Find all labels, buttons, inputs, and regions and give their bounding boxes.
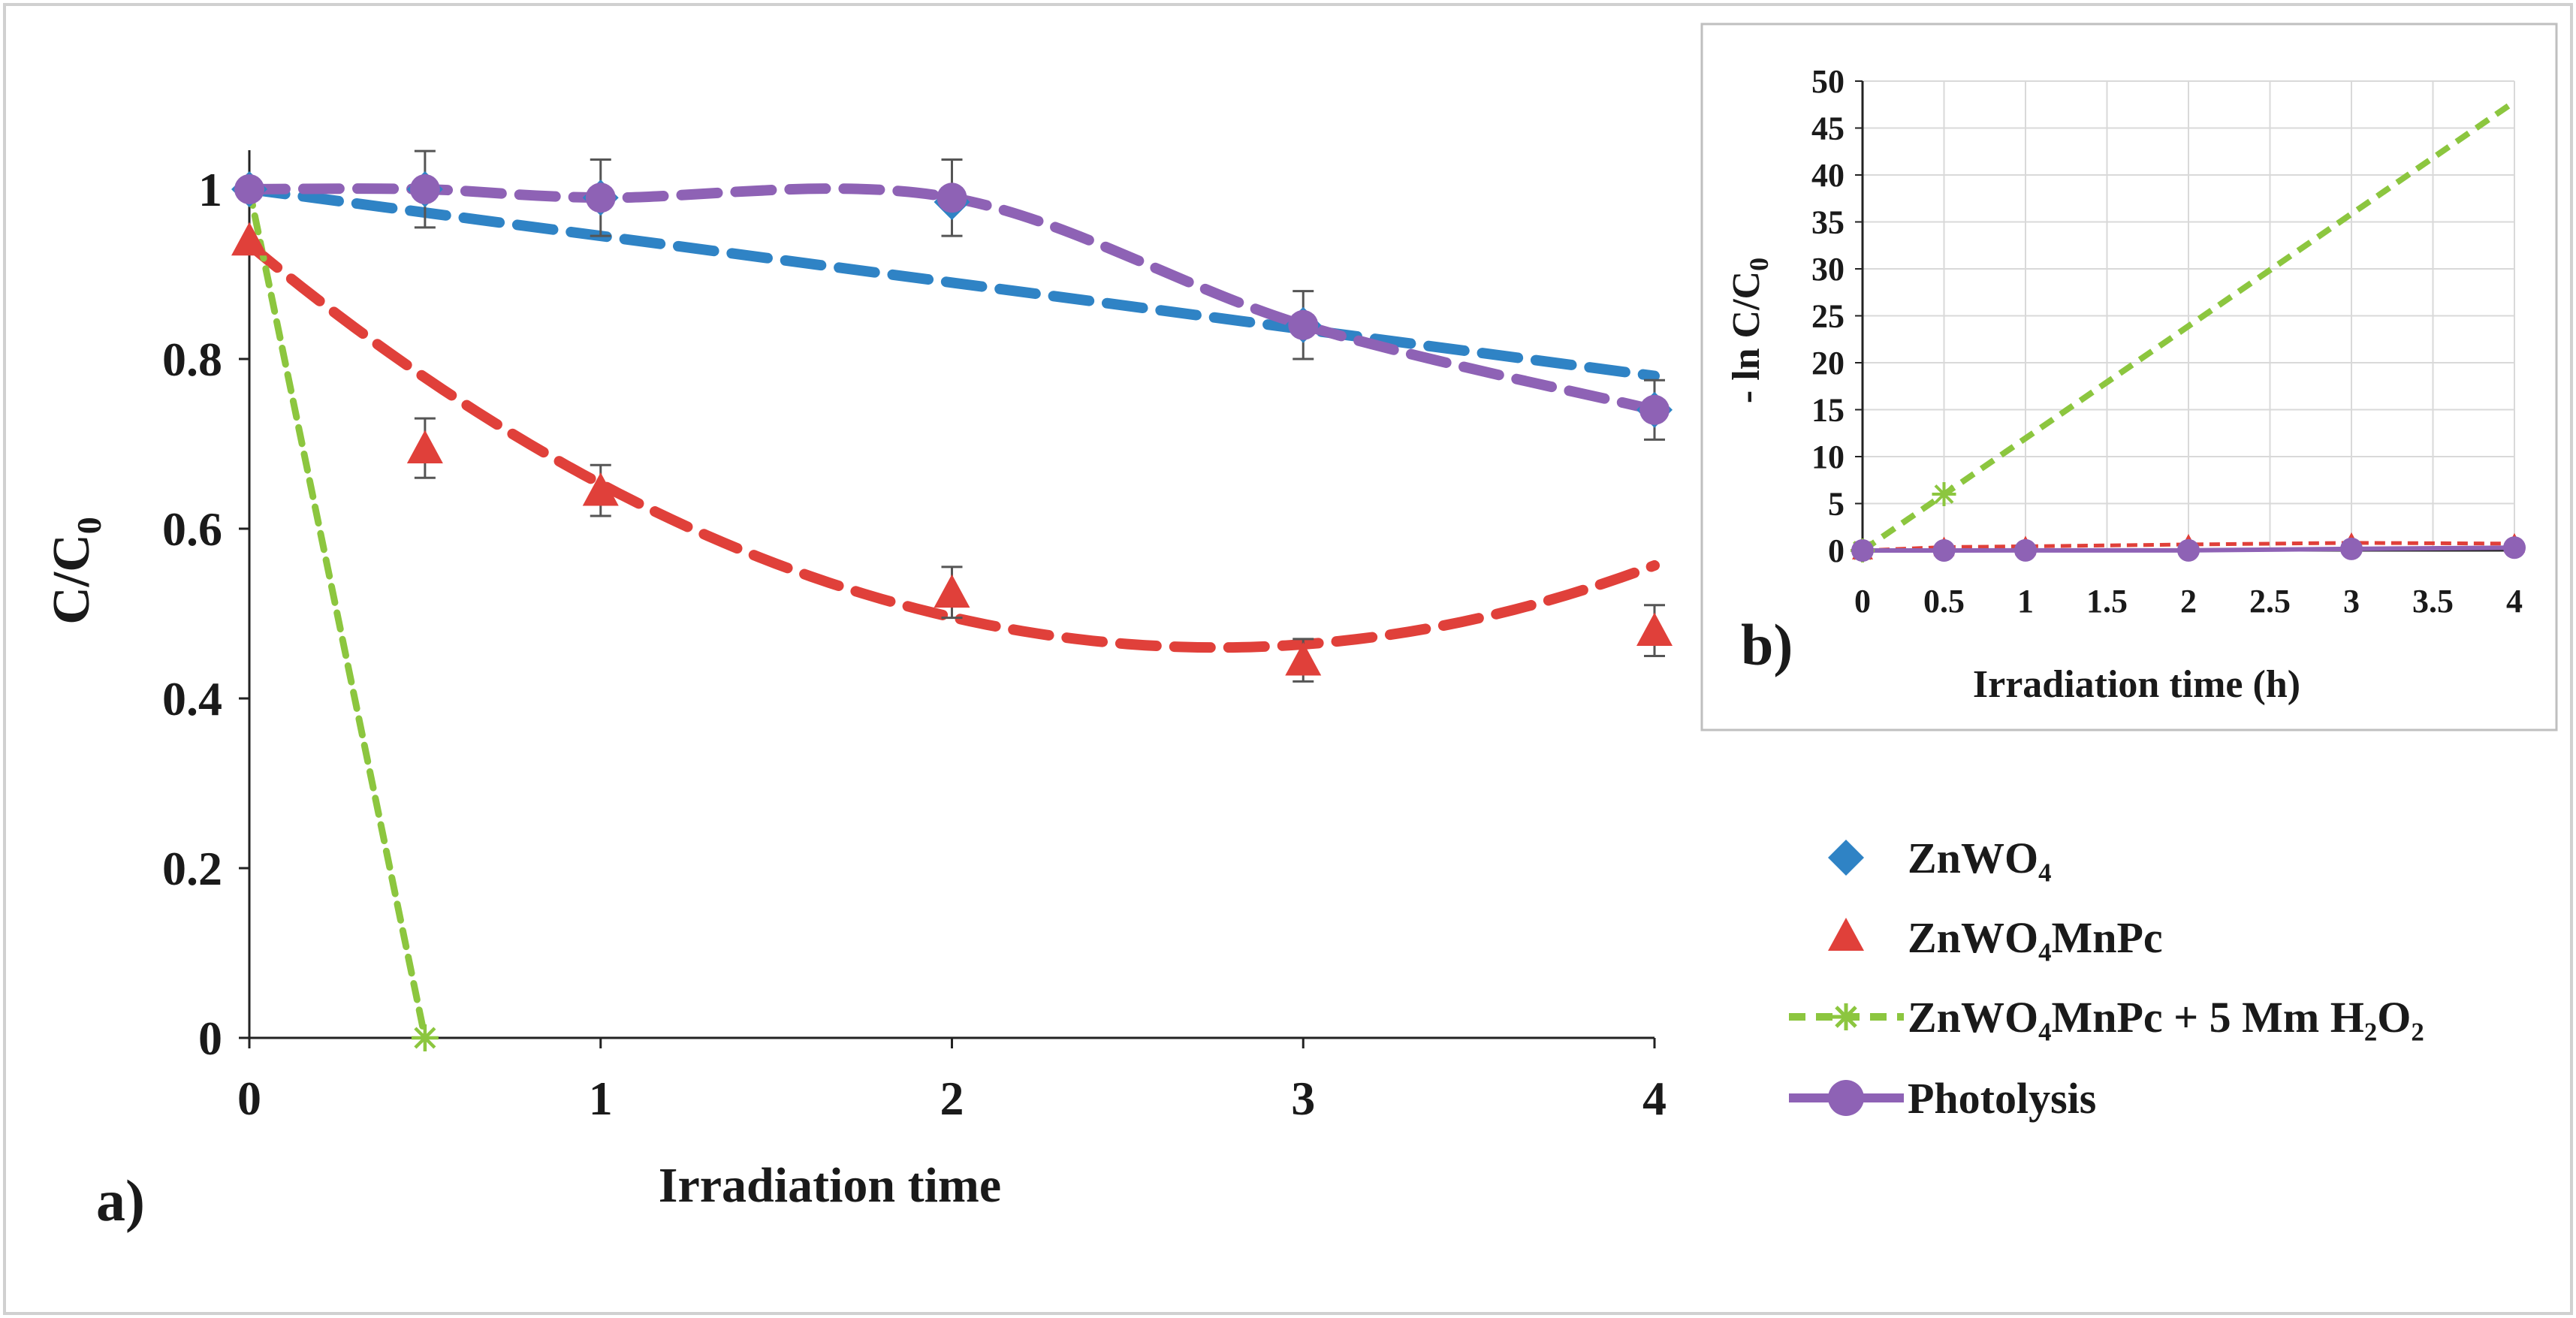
data-point-photolysis bbox=[1288, 309, 1319, 340]
trendline-znwo4 bbox=[244, 184, 1660, 382]
legend-label-photolysis: Photolysis bbox=[1908, 1074, 2096, 1123]
data-point-znwo4mnpc bbox=[934, 574, 970, 608]
data-point-photolysis bbox=[937, 182, 967, 213]
panel-b-frame bbox=[1700, 23, 2558, 731]
legend-swatch-znwo4 bbox=[1828, 840, 1864, 876]
panel-a-y-tick-label: 0.8 bbox=[162, 333, 222, 386]
panel-b-y-tick-label: 25 bbox=[1811, 298, 1845, 335]
data-point-photolysis bbox=[409, 174, 440, 204]
data-point-znwo4mnpc bbox=[1285, 642, 1322, 676]
trendline-h2o2 bbox=[246, 185, 429, 1042]
panel-b-data-point-photolysis bbox=[2014, 538, 2037, 562]
panel-b-data-point-photolysis bbox=[2177, 538, 2200, 562]
trendline-znwo4mnpc bbox=[244, 239, 1660, 653]
panel-b-y-tick-label: 50 bbox=[1811, 63, 1845, 100]
panel-a-y-tick-label: 0.2 bbox=[162, 842, 222, 895]
panel-b-line-photolysis bbox=[1863, 545, 2515, 553]
panel-b-series-lines bbox=[1860, 99, 2517, 553]
legend-label-znwo4mnpc: ZnWO₄MnPc bbox=[1908, 913, 2163, 962]
panel-b-x-tick-label: 1.5 bbox=[2086, 583, 2128, 620]
panel-a-x-tick-label: 4 bbox=[1642, 1072, 1667, 1125]
panel-a-tag: a) bbox=[96, 1168, 145, 1233]
panel-a-y-tick-label: 0.4 bbox=[162, 672, 222, 725]
panel-b-x-tick-label: 2 bbox=[2180, 583, 2197, 620]
panel-b-data-point-photolysis bbox=[1851, 539, 1874, 562]
panel-b-x-tick-label: 4 bbox=[2506, 583, 2523, 620]
panel-b-data-point-photolysis bbox=[2340, 537, 2363, 560]
panel-b-trendline-h2o2 bbox=[1860, 99, 2517, 553]
panel-a-x-axis-label: Irradiation time bbox=[659, 1158, 1001, 1213]
panel-b-x-tick-label: 3.5 bbox=[2412, 583, 2454, 620]
panel-a-y-axis-label: C/C0 bbox=[43, 517, 108, 625]
panel-b-x-tick-label: 1 bbox=[2017, 583, 2034, 620]
panel-b-data-point-photolysis bbox=[2503, 536, 2526, 559]
panel-b-data-point-h2o2 bbox=[1932, 482, 1956, 506]
panel-b-y-tick-label: 10 bbox=[1811, 439, 1845, 475]
panel-b-line-znwo4mnpc bbox=[1862, 541, 2515, 553]
panel-b-x-tick-label: 0 bbox=[1854, 583, 1871, 620]
panel-b-ticks: 0 5 10 15 20 25 30 35 40 45 50 0 0.5 1 1.5 2 2.5 3 3.5 4 bbox=[1811, 63, 2523, 620]
legend-label-h2o2: ZnWO₄MnPc + 5 Mm H₂O₂ bbox=[1908, 993, 2424, 1042]
legend-swatch-h2o2 bbox=[1832, 1003, 1860, 1030]
legend: ZnWO₄ ZnWO₄MnPc ZnWO₄MnPc + 5 Mm H₂O₂ Ph… bbox=[1789, 834, 2424, 1123]
panel-a-x-tick-label: 0 bbox=[237, 1072, 261, 1125]
legend-item-h2o2: ZnWO₄MnPc + 5 Mm H₂O₂ bbox=[1789, 993, 2424, 1042]
data-point-znwo4mnpc bbox=[406, 430, 443, 464]
panel-b-x-tick-label: 3 bbox=[2343, 583, 2360, 620]
data-point-photolysis bbox=[1639, 394, 1670, 425]
data-point-photolysis bbox=[234, 174, 264, 204]
panel-b-x-tick-label: 0.5 bbox=[1923, 583, 1965, 620]
panel-b-y-axis-label-main: - ln C/C bbox=[1725, 271, 1768, 403]
panel-b-y-axis-label: - ln C/C0 bbox=[1725, 258, 1774, 403]
data-point-znwo4mnpc bbox=[231, 222, 267, 256]
panel-b-y-tick-label: 45 bbox=[1811, 110, 1845, 147]
panel-b-y-tick-label: 30 bbox=[1811, 251, 1845, 288]
svg-text:- ln C/C0: - ln C/C0 bbox=[1725, 258, 1774, 403]
data-point-znwo4mnpc bbox=[582, 472, 619, 506]
panel-b-inset: 0 5 10 15 20 25 30 35 40 45 50 0 0.5 1 1.5 2 2.5 3 3.5 4 Ir… bbox=[1700, 23, 2558, 731]
panel-a: 0 0.2 0.4 0.6 0.8 1 0 1 2 3 4 Irradiation time C/C… bbox=[43, 149, 1673, 1233]
panel-a-x-tick-label: 2 bbox=[940, 1072, 964, 1125]
panel-b-y-tick-label: 15 bbox=[1811, 392, 1845, 429]
panel-a-y-axis-label-main: C/C bbox=[43, 534, 101, 625]
panel-b-markers bbox=[1851, 482, 2526, 562]
panel-a-y-tick-label: 0.6 bbox=[162, 502, 222, 556]
panel-a-ticks: 0 0.2 0.4 0.6 0.8 1 0 1 2 3 4 bbox=[162, 163, 1667, 1125]
data-point-znwo4mnpc bbox=[1636, 612, 1673, 646]
panel-a-y-tick-label: 0 bbox=[198, 1012, 222, 1065]
svg-text:C/C0: C/C0 bbox=[43, 517, 108, 625]
panel-b-y-tick-label: 20 bbox=[1811, 345, 1845, 382]
data-point-photolysis bbox=[585, 182, 616, 213]
panel-b-y-tick-label: 0 bbox=[1828, 532, 1845, 569]
data-point-h2o2 bbox=[411, 1024, 439, 1051]
panel-b-data-point-photolysis bbox=[1932, 539, 1956, 562]
legend-swatch-photolysis bbox=[1828, 1080, 1864, 1116]
panel-a-x-tick-label: 1 bbox=[589, 1072, 613, 1125]
panel-b-x-tick-label: 2.5 bbox=[2249, 583, 2291, 620]
legend-item-znwo4mnpc: ZnWO₄MnPc bbox=[1828, 913, 2163, 962]
panel-a-x-tick-label: 3 bbox=[1291, 1072, 1315, 1125]
panel-a-y-axis-label-sub: 0 bbox=[70, 517, 108, 534]
legend-item-znwo4: ZnWO₄ bbox=[1828, 834, 2051, 882]
legend-label-znwo4: ZnWO₄ bbox=[1908, 834, 2051, 882]
panel-a-y-tick-label: 1 bbox=[198, 163, 222, 216]
panel-b-tag: b) bbox=[1741, 612, 1793, 677]
panel-b-y-axis-label-sub: 0 bbox=[1744, 258, 1774, 271]
panel-a-markers bbox=[231, 171, 1673, 1051]
panel-b-y-tick-label: 40 bbox=[1811, 157, 1845, 194]
panel-b-y-tick-label: 5 bbox=[1828, 486, 1845, 523]
legend-item-photolysis: Photolysis bbox=[1789, 1074, 2096, 1123]
legend-swatch-znwo4mnpc bbox=[1828, 918, 1864, 951]
panel-b-x-axis-label: Irradiation time (h) bbox=[1973, 663, 2300, 706]
panel-b-y-tick-label: 35 bbox=[1811, 204, 1845, 241]
